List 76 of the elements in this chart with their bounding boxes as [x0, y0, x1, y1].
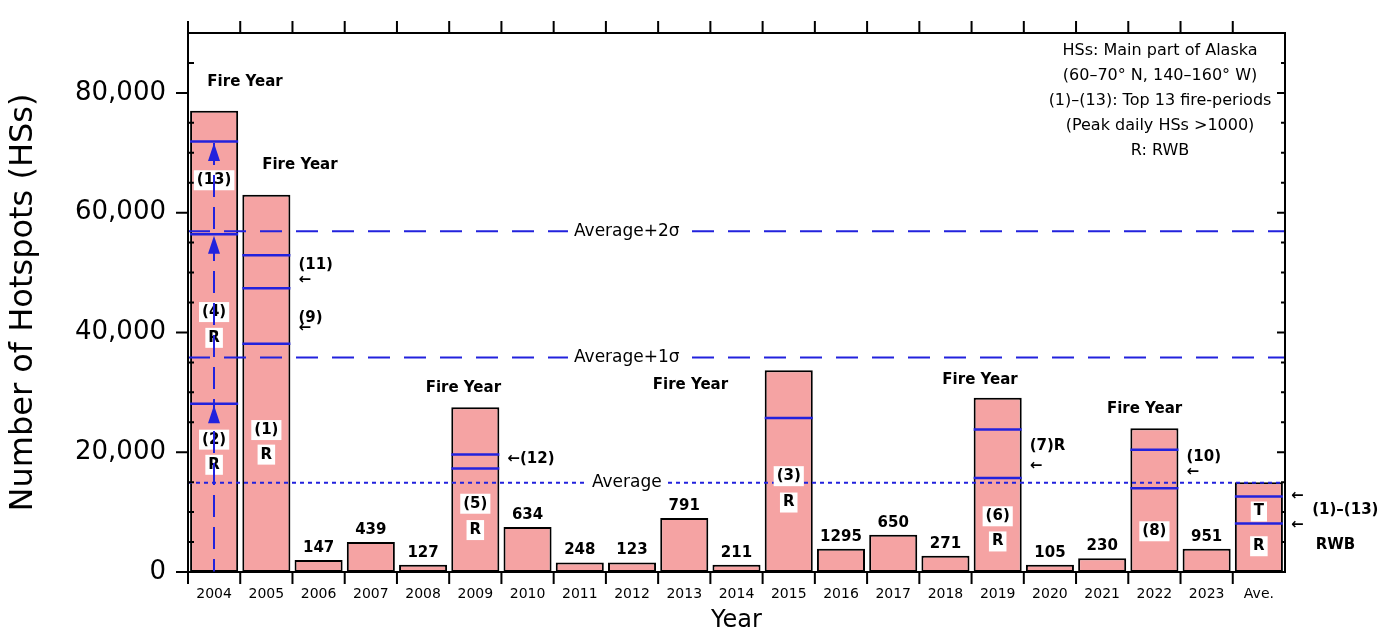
annotation: (11) [298, 255, 333, 274]
x-tick-label: 2007 [353, 585, 389, 602]
x-tick-label: 2012 [614, 585, 650, 602]
annotation: 271 [929, 533, 962, 552]
x-tick-label: 2017 [875, 585, 912, 602]
annotation: 1295 [820, 526, 862, 545]
x-tick-label: 2018 [927, 585, 964, 602]
x-tick-label: 2023 [1188, 585, 1225, 602]
x-axis-title: Year [710, 604, 763, 633]
annotation: Fire Year [942, 370, 1019, 389]
annotation: ← [1029, 455, 1043, 474]
text: RWB [1315, 534, 1356, 553]
annotation: R [991, 531, 1004, 550]
annotation: 248 [564, 540, 596, 559]
x-tick-label: 2010 [509, 585, 546, 602]
x-tick-label: Ave. [1243, 585, 1274, 602]
annotation: Fire Year [207, 71, 284, 90]
x-tick-label: 2014 [718, 585, 755, 602]
x-tick-label: 2020 [1032, 585, 1068, 602]
y-tick-label: 60,000 [75, 195, 166, 226]
annotation: 791 [668, 495, 700, 514]
ref-line-label: Average+1σ [573, 346, 680, 367]
annotation: 147 [302, 537, 335, 556]
ref-line-label: Average+2σ [573, 219, 680, 240]
annotation: Fire Year [652, 374, 729, 393]
y-tick-label: 80,000 [75, 75, 166, 106]
x-tick-label: 2013 [666, 585, 703, 602]
annotation: Fire Year [1106, 399, 1183, 418]
annotation: (1) [254, 419, 279, 438]
x-tick-label: 2005 [248, 585, 285, 602]
annotation: HSs: Main part of Alaska [1062, 40, 1258, 60]
x-tick-label: 2008 [405, 585, 441, 602]
x-tick-label: 2006 [300, 585, 337, 602]
annotation: R [1253, 536, 1266, 555]
annotation: 650 [877, 512, 909, 531]
annotation: 211 [720, 542, 753, 561]
annotation: 105 [1034, 542, 1066, 561]
annotation: 123 [616, 540, 648, 559]
x-tick-label: 2004 [196, 585, 233, 602]
annotation: ← [1290, 486, 1304, 505]
y-tick-label: 0 [149, 554, 166, 585]
text: (1)–(13) [1312, 499, 1379, 518]
annotation: ← [1290, 515, 1304, 534]
annotation: (10) [1186, 446, 1222, 465]
annotation: 127 [407, 542, 439, 561]
x-tick-label: 2011 [561, 585, 598, 602]
annotation: (5) [463, 493, 488, 512]
annotation: 951 [1190, 526, 1223, 545]
y-axis-title: Number of Hotspots (HSs) [1, 93, 40, 512]
y-tick-label: 20,000 [75, 434, 166, 465]
annotation: T [1253, 501, 1265, 520]
annotation: Fire Year [425, 378, 502, 397]
annotation: (8) [1142, 521, 1167, 540]
x-tick-label: 2019 [979, 585, 1016, 602]
x-tick-label: 2021 [1084, 585, 1120, 602]
annotation: (1)–(13): Top 13 fire-periods [1048, 90, 1272, 110]
annotation: (3) [776, 466, 801, 485]
x-tick-label: 2015 [770, 585, 807, 602]
annotation: (6) [985, 506, 1010, 525]
x-tick-label: 2009 [457, 585, 494, 602]
annotation: (60–70° N, 140–160° W) [1062, 65, 1258, 85]
ref-line-label: Average [591, 471, 662, 492]
x-tick-label: 2016 [823, 585, 859, 602]
annotation: 230 [1086, 536, 1118, 555]
annotation: 439 [355, 519, 387, 538]
x-tick-label: 2022 [1136, 585, 1173, 602]
annotation: 634 [511, 504, 544, 523]
annotation: (Peak daily HSs >1000) [1065, 115, 1255, 135]
annotation: ←(12) [507, 449, 555, 468]
annotation: (7)R [1029, 436, 1066, 455]
annotation: R [469, 519, 482, 538]
annotation: Fire Year [262, 154, 339, 173]
annotation: R [782, 492, 795, 511]
annotation: R: RWB [1130, 140, 1190, 160]
annotation: R [260, 444, 273, 463]
y-tick-label: 40,000 [75, 315, 166, 346]
